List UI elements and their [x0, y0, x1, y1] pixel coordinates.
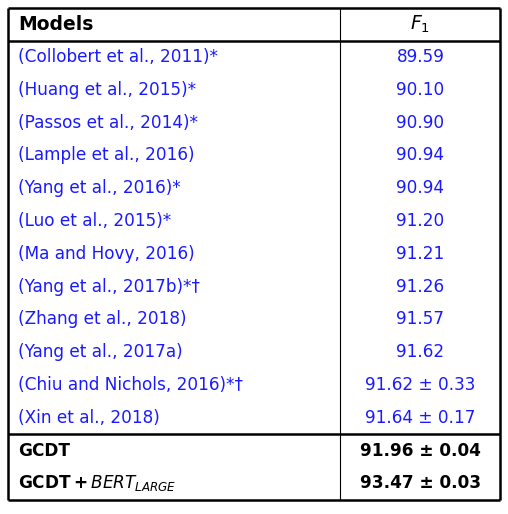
Text: GCDT: GCDT — [18, 442, 70, 460]
Text: 91.26: 91.26 — [396, 278, 444, 296]
Text: (Lample et al., 2016): (Lample et al., 2016) — [18, 146, 194, 164]
Text: 90.94: 90.94 — [396, 146, 444, 164]
Text: (Yang et al., 2017b)*†: (Yang et al., 2017b)*† — [18, 278, 200, 296]
Text: (Yang et al., 2016)*: (Yang et al., 2016)* — [18, 179, 180, 197]
Text: (Zhang et al., 2018): (Zhang et al., 2018) — [18, 310, 186, 328]
Text: 90.90: 90.90 — [396, 114, 444, 132]
Text: (Yang et al., 2017a): (Yang et al., 2017a) — [18, 343, 182, 361]
Text: 91.21: 91.21 — [396, 245, 444, 263]
Text: (Huang et al., 2015)*: (Huang et al., 2015)* — [18, 81, 196, 99]
Text: 91.96 ± 0.04: 91.96 ± 0.04 — [360, 442, 481, 460]
Text: 91.20: 91.20 — [396, 212, 444, 230]
Text: (Luo et al., 2015)*: (Luo et al., 2015)* — [18, 212, 171, 230]
Text: $F_1$: $F_1$ — [410, 13, 430, 35]
Text: (Xin et al., 2018): (Xin et al., 2018) — [18, 409, 160, 427]
Text: $\mathbf{GCDT + }$$\mathit{BERT}_{\mathit{LARGE}}$: $\mathbf{GCDT + }$$\mathit{BERT}_{\mathi… — [18, 473, 176, 493]
Text: 89.59: 89.59 — [396, 48, 444, 66]
Text: (Passos et al., 2014)*: (Passos et al., 2014)* — [18, 114, 198, 132]
Text: 90.10: 90.10 — [396, 81, 444, 99]
Text: (Collobert et al., 2011)*: (Collobert et al., 2011)* — [18, 48, 218, 66]
Text: (Ma and Hovy, 2016): (Ma and Hovy, 2016) — [18, 245, 195, 263]
Text: 91.64 ± 0.17: 91.64 ± 0.17 — [365, 409, 475, 427]
Text: 90.94: 90.94 — [396, 179, 444, 197]
Text: Models: Models — [18, 14, 93, 33]
Text: 91.62 ± 0.33: 91.62 ± 0.33 — [365, 376, 475, 394]
Text: 91.57: 91.57 — [396, 310, 444, 328]
Text: 93.47 ± 0.03: 93.47 ± 0.03 — [360, 474, 481, 492]
Text: (Chiu and Nichols, 2016)*†: (Chiu and Nichols, 2016)*† — [18, 376, 243, 394]
Text: 91.62: 91.62 — [396, 343, 444, 361]
